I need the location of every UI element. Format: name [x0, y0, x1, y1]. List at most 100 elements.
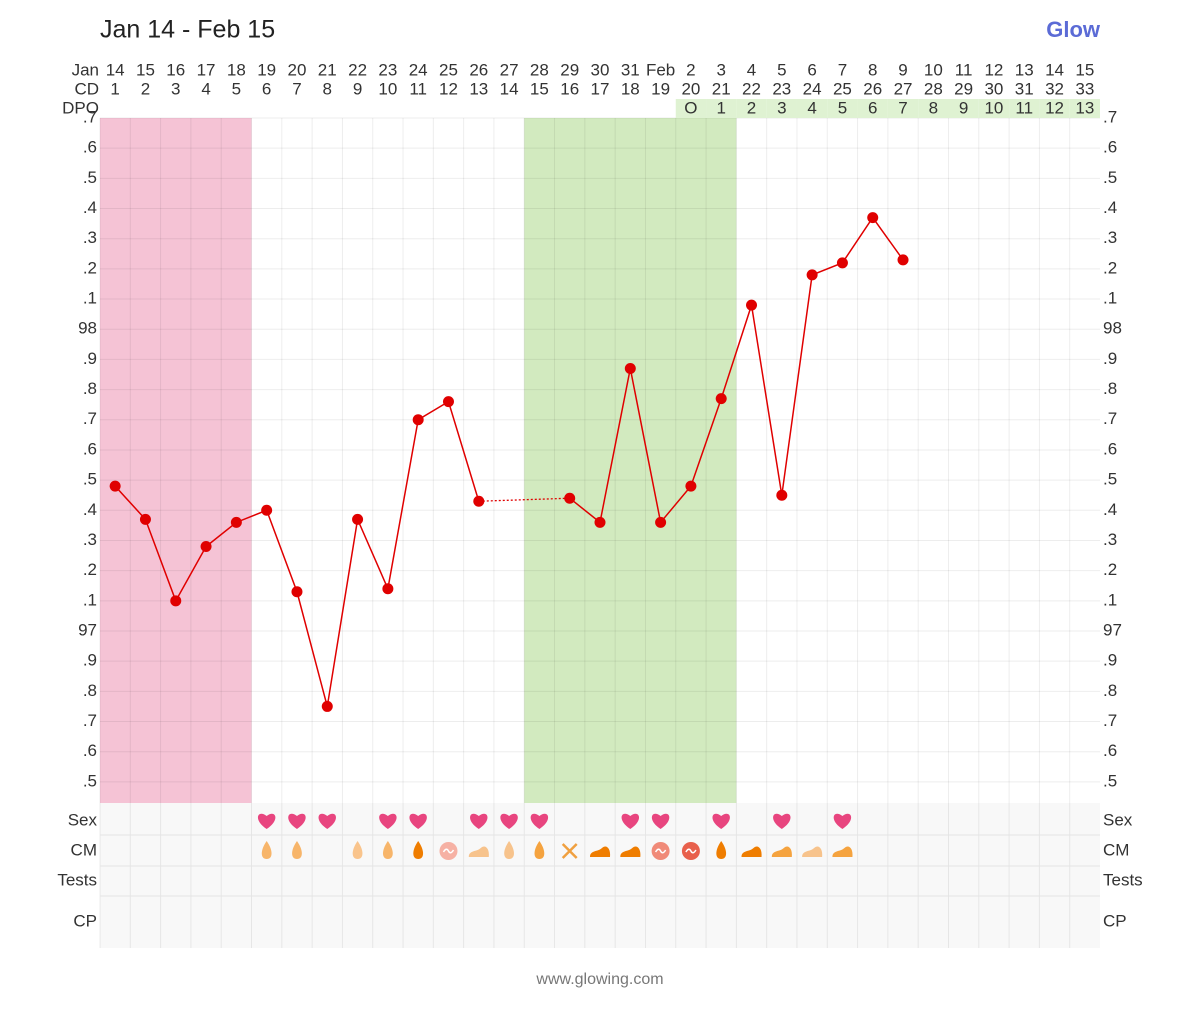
dpo-cell	[918, 99, 949, 118]
y-tick-label: .9	[83, 651, 97, 670]
dpo-label: 2	[747, 98, 756, 117]
date-label: 7	[838, 60, 847, 79]
logo: Glow	[1046, 17, 1101, 42]
y-tick-label: .6	[1103, 741, 1117, 760]
cd-label: 3	[171, 79, 180, 98]
sex-heart	[500, 813, 518, 829]
y-tick-label: .5	[83, 470, 97, 489]
cd-label: 17	[591, 79, 610, 98]
cd-label: 20	[681, 79, 700, 98]
cm-icon	[832, 846, 853, 857]
temperature-point	[836, 257, 848, 269]
temperature-point	[473, 495, 485, 507]
cd-label: 25	[833, 79, 852, 98]
cm-icon	[382, 841, 393, 859]
gap-connector	[478, 497, 570, 502]
y-tick-label: .7	[1103, 711, 1117, 730]
cm-icon	[771, 846, 792, 857]
date-label: 2	[686, 60, 695, 79]
dpo-label: 12	[1045, 98, 1064, 117]
cd-label: 15	[530, 79, 549, 98]
date-label: 12	[984, 60, 1003, 79]
temperature-point	[352, 513, 364, 525]
date-label: 30	[591, 60, 610, 79]
temperature-line	[569, 216, 904, 525]
cd-label: 5	[232, 79, 241, 98]
cd-label: 18	[621, 79, 640, 98]
date-label: 20	[288, 60, 307, 79]
row-label: Tests	[57, 870, 97, 889]
dpo-cell	[978, 99, 1010, 118]
cd-label: 31	[1015, 79, 1034, 98]
dpo-label: 4	[807, 98, 816, 117]
cd-label: 2	[141, 79, 150, 98]
date-label: 9	[898, 60, 907, 79]
row-label: CP	[1103, 911, 1127, 930]
y-tick-label: .6	[1103, 439, 1117, 458]
cd-label: 6	[262, 79, 271, 98]
y-tick-label: .1	[83, 289, 97, 308]
temperature-point	[655, 516, 667, 528]
dpo-label: 13	[1075, 98, 1094, 117]
sex-heart	[833, 813, 852, 829]
cd-label: 13	[469, 79, 488, 98]
cd-label: 32	[1045, 79, 1064, 98]
temperature-point	[139, 513, 151, 525]
cm-icon-detail	[685, 848, 697, 854]
cm-icon	[468, 846, 489, 857]
cm-icon	[716, 841, 727, 859]
y-tick-label: .4	[1103, 198, 1117, 217]
date-label: 28	[530, 60, 549, 79]
y-tick-label: .2	[83, 258, 97, 277]
y-tick-label: 98	[1103, 319, 1122, 338]
date-label: 25	[439, 60, 458, 79]
dpo-cell	[675, 99, 707, 118]
cm-icon	[802, 846, 823, 857]
date-label: 18	[227, 60, 246, 79]
y-tick-label: .9	[1103, 651, 1117, 670]
cd-label: 26	[863, 79, 882, 98]
y-tick-label: .5	[1103, 168, 1117, 187]
row-label: Tests	[1103, 870, 1143, 889]
temperature-point	[715, 393, 727, 405]
temperature-point	[230, 516, 242, 528]
cd-label: 28	[924, 79, 943, 98]
date-label: 31	[621, 60, 640, 79]
y-tick-label: .4	[1103, 500, 1117, 519]
dpo-cell	[706, 99, 737, 118]
lower-rows-bg	[100, 803, 1100, 948]
cd-label: 16	[560, 79, 579, 98]
cd-label: 7	[292, 79, 301, 98]
sex-heart	[379, 813, 397, 829]
dpo-cell	[1039, 99, 1070, 118]
date-label: 4	[747, 60, 756, 79]
date-label: 5	[777, 60, 786, 79]
row-label: CD	[74, 79, 99, 98]
sex-heart	[712, 813, 730, 829]
y-tick-label: .3	[83, 530, 97, 549]
y-tick-label: 98	[78, 319, 97, 338]
cd-label: 9	[353, 79, 362, 98]
y-tick-label: .6	[83, 439, 97, 458]
dpo-cell	[736, 99, 767, 118]
temperature-point	[412, 414, 424, 426]
sex-heart	[651, 813, 670, 829]
cm-icon	[352, 841, 363, 859]
date-label: 19	[257, 60, 276, 79]
sex-heart	[409, 813, 427, 829]
date-label: 14	[106, 60, 125, 79]
dpo-label: O	[684, 98, 697, 117]
y-tick-label: .2	[1103, 560, 1117, 579]
cd-label: 30	[984, 79, 1003, 98]
sex-heart	[621, 813, 640, 829]
temperature-point	[746, 299, 758, 311]
sex-heart	[318, 813, 336, 829]
y-tick-label: .3	[83, 228, 97, 247]
y-tick-label: .2	[1103, 258, 1117, 277]
cd-label: 27	[894, 79, 913, 98]
date-label: 17	[197, 60, 216, 79]
date-label: 27	[500, 60, 519, 79]
dpo-label: 11	[1015, 98, 1033, 117]
y-tick-label: .5	[1103, 771, 1117, 790]
cd-label: 19	[651, 79, 670, 98]
